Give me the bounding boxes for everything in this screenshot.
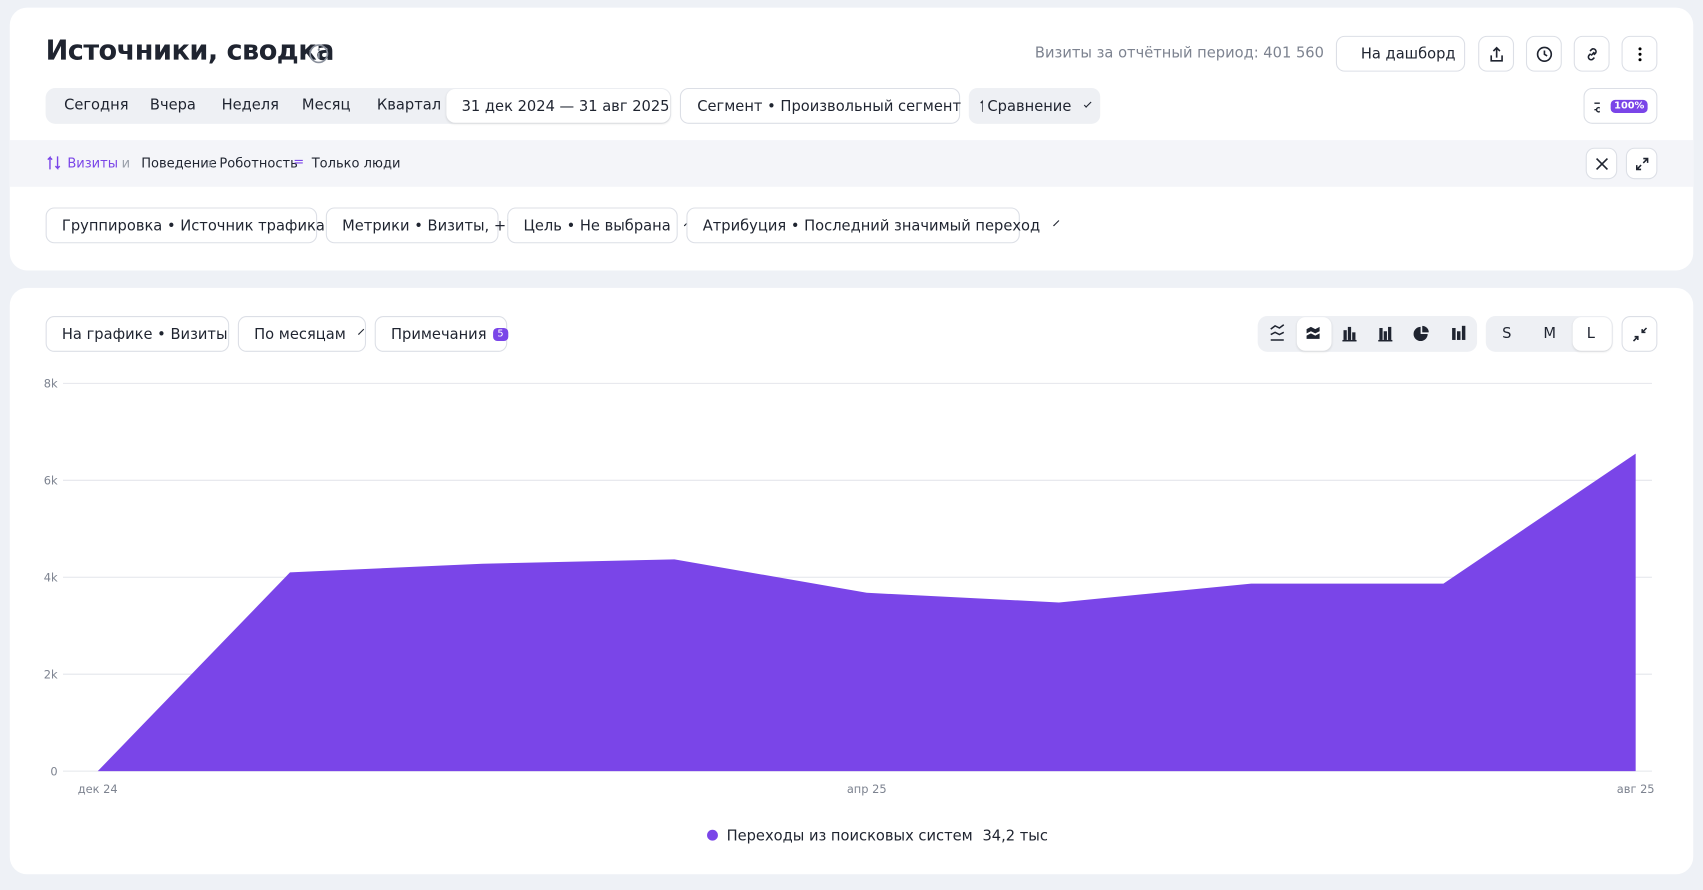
clear-filter-button[interactable] (1585, 147, 1618, 180)
history-button[interactable] (1525, 35, 1562, 72)
period-option[interactable]: Квартал (376, 96, 442, 115)
chart-type-selector (1257, 316, 1478, 352)
settings-icon (1594, 101, 1601, 113)
dashboard-button[interactable]: На дашборд (1335, 35, 1466, 72)
export-button[interactable] (1478, 35, 1515, 72)
metrics-label: Метрики • Визиты, +7 (342, 216, 516, 235)
chart-metric-button[interactable]: На графике • Визиты (45, 316, 230, 352)
comparison-label: Сравнение (987, 97, 1072, 115)
period-option[interactable]: Вчера (149, 96, 196, 115)
period-option[interactable]: Месяц (301, 96, 351, 115)
filter-operator: = (293, 154, 305, 170)
info-icon[interactable] (308, 43, 329, 64)
size-option[interactable]: L (1586, 324, 1595, 343)
settings-badge: 100% (1610, 99, 1648, 113)
comparison-icon (980, 99, 984, 112)
grouping-button[interactable]: Группировка • Источник трафика, +2 (45, 207, 356, 244)
period-option[interactable]: Неделя (221, 96, 279, 115)
comparison-button[interactable]: Сравнение (968, 87, 1101, 124)
breadcrumb-separator (208, 160, 213, 168)
attribution-label: Атрибуция • Последний значимый переход (702, 216, 1041, 235)
notes-label: Примечания (390, 325, 487, 343)
more-button[interactable] (1621, 35, 1658, 72)
page-title: Источники, сводка (45, 34, 335, 67)
chart-type-icons[interactable] (1258, 316, 1477, 352)
period-option[interactable]: Сегодня (64, 96, 129, 115)
goal-label: Цель • Не выбрана (523, 216, 671, 235)
date-range: 31 дек 2024 — 31 авг 2025 (461, 97, 670, 115)
filter-icon (47, 155, 61, 171)
filter-conjunction: и (121, 155, 131, 171)
collapse-chart-button[interactable] (1621, 316, 1658, 352)
chart-metric-label: На графике • Визиты (61, 325, 228, 343)
size-option[interactable]: S (1502, 324, 1512, 343)
attribution-button[interactable]: Атрибуция • Последний значимый переход (686, 207, 1040, 244)
filter-group: Поведение (141, 155, 217, 171)
date-range-button[interactable]: 31 дек 2024 — 31 авг 2025 (446, 89, 671, 123)
notes-count: 5 (493, 327, 508, 341)
segment-label: Сегмент • Произвольный сегмент (697, 97, 962, 115)
notes-button[interactable]: Примечания 5 (374, 316, 508, 352)
dashboard-label: На дашборд (1360, 45, 1456, 63)
grouping-period-label: По месяцам (254, 325, 346, 343)
filter-metric[interactable]: Визиты (67, 155, 119, 171)
goal-button[interactable]: Цель • Не выбрана (507, 207, 678, 244)
expand-filter-button[interactable] (1625, 147, 1658, 180)
link-button[interactable] (1573, 35, 1610, 72)
filter-field: Роботность (219, 155, 298, 171)
chart-type-selected (1296, 317, 1332, 351)
size-option[interactable]: M (1543, 324, 1557, 343)
grouping-period-button[interactable]: По месяцам (237, 316, 367, 352)
filter-value: Только люди (311, 155, 401, 171)
filter-strip (9, 140, 1694, 187)
settings-button[interactable]: 100% (1583, 87, 1658, 124)
metrics-button[interactable]: Метрики • Визиты, +7 (325, 207, 516, 244)
visits-total: Визиты за отчётный период: 401 560 (1034, 44, 1324, 62)
chart-card (9, 287, 1694, 875)
segment-button[interactable]: Сегмент • Произвольный сегмент (679, 87, 962, 124)
grouping-label: Группировка • Источник трафика, +2 (61, 216, 356, 235)
size-selected (1572, 317, 1612, 351)
